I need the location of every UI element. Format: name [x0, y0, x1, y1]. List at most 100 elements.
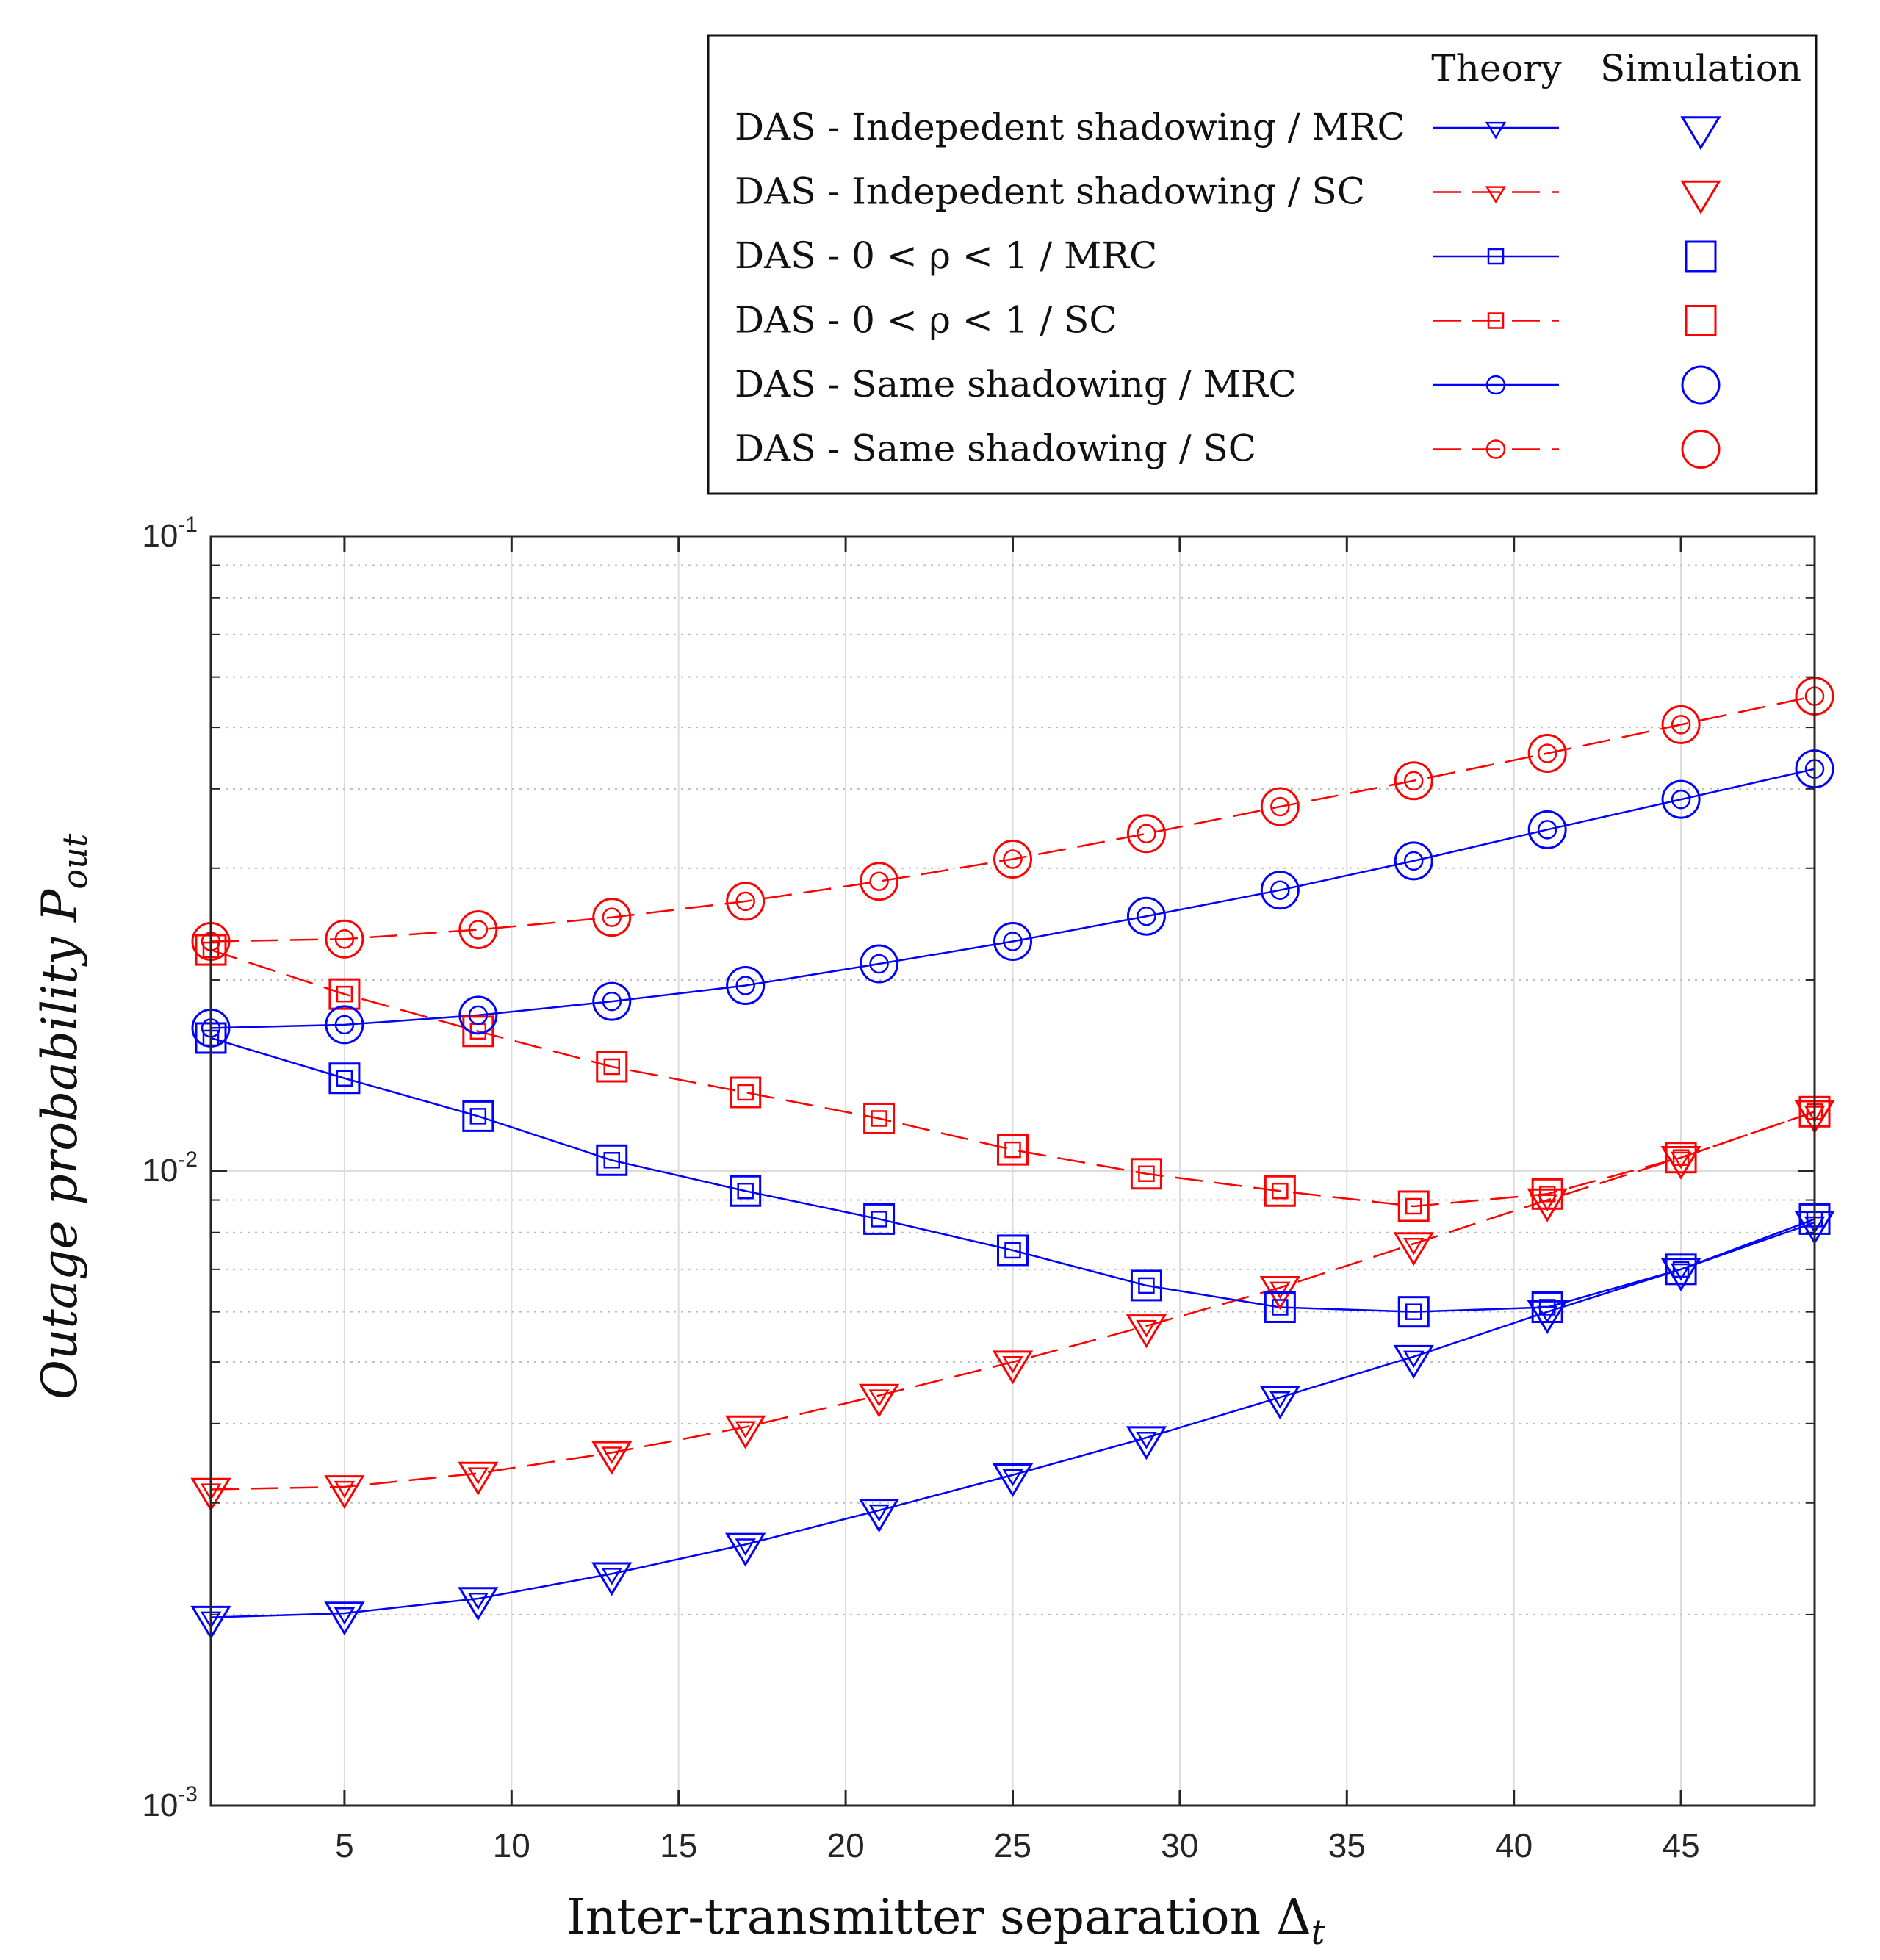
y-tick-exponent: -1 [178, 513, 198, 537]
theory-marker [1537, 743, 1557, 763]
simulation-marker [863, 1102, 896, 1134]
simulation-marker [591, 1562, 633, 1596]
legend-simulation-marker [1681, 365, 1721, 405]
simulation-marker [462, 1015, 494, 1048]
x-tick-label: 5 [335, 1826, 354, 1864]
simulation-marker [992, 1350, 1034, 1385]
y-axis-label-text: Outage probability P [32, 888, 88, 1399]
x-tick-label: 30 [1161, 1826, 1198, 1864]
theory-marker [1004, 1141, 1021, 1159]
theory-marker [1270, 880, 1290, 900]
simulation-marker [324, 1475, 365, 1510]
legend-entries: DAS - Indepedent shadowing / MRC DAS - In… [735, 106, 1721, 470]
simulation-marker [992, 1463, 1034, 1497]
legend-simulation-marker [1680, 180, 1721, 215]
simulation-marker [325, 919, 364, 959]
series-line-5 [210, 695, 1815, 943]
series-line-3 [210, 948, 1815, 1208]
y-tick-label: 10-2 [142, 1147, 198, 1189]
theory-marker [1404, 851, 1424, 871]
simulation-marker [1130, 1269, 1162, 1302]
theory-marker [871, 1110, 887, 1127]
theory-marker [1538, 1299, 1556, 1316]
x-tick-label: 35 [1328, 1826, 1366, 1864]
theory-marker [1538, 1186, 1556, 1203]
theory-marker [1403, 1237, 1425, 1255]
theory-marker [1670, 1151, 1692, 1170]
y-axis-label-subscript: out [55, 833, 95, 889]
theory-marker [869, 954, 889, 974]
simulation-marker [1259, 1386, 1300, 1420]
simulation-marker [328, 1062, 361, 1095]
simulation-marker [993, 921, 1032, 961]
simulation-marker [1394, 761, 1433, 801]
theory-marker [1136, 1431, 1157, 1449]
theory-marker [735, 1421, 756, 1439]
x-axis-label-text: Inter-transmitter separation Δ [566, 1889, 1311, 1945]
simulation-marker [1527, 1188, 1568, 1222]
legend-theory-marker [1487, 312, 1505, 329]
theory-marker [1136, 1319, 1157, 1338]
theory-marker [737, 1182, 754, 1200]
simulation-marker [860, 862, 899, 901]
simulation-marker [1397, 1296, 1430, 1328]
theory-marker [1269, 1391, 1291, 1409]
simulation-marker [1260, 787, 1300, 826]
theory-marker [1003, 849, 1023, 869]
simulation-marker [458, 1461, 499, 1496]
simulation-marker [1531, 1291, 1563, 1323]
simulation-marker [1661, 779, 1701, 819]
series-lines [210, 695, 1815, 1618]
legend-theory-marker [1485, 375, 1506, 395]
theory-marker [871, 1211, 887, 1228]
theory-marker [1270, 796, 1290, 817]
simulation-marker [858, 1383, 900, 1418]
y-tick-exponent: -2 [178, 1147, 198, 1172]
theory-marker [1269, 1281, 1291, 1300]
theory-marker [602, 991, 622, 1012]
x-tick-label: 20 [827, 1826, 865, 1864]
y-tick-label: 10-1 [142, 513, 198, 554]
theory-marker [1670, 1263, 1692, 1281]
legend-simulation-marker [1685, 305, 1717, 336]
x-tick-label: 15 [660, 1826, 697, 1864]
theory-marker [468, 1005, 489, 1026]
y-axis-label: Outage probability Pout [32, 833, 95, 1399]
theory-marker [1137, 824, 1156, 844]
x-tick-label: 25 [994, 1826, 1031, 1864]
simulation-marker [1660, 1145, 1701, 1180]
simulation-marker [1660, 1258, 1701, 1292]
simulation-marker [1527, 733, 1567, 773]
theory-marker [336, 1070, 353, 1087]
theory-marker [334, 1607, 356, 1625]
theory-marker [336, 985, 353, 1003]
simulation-marker [997, 1134, 1029, 1166]
series-line-0 [210, 1221, 1815, 1618]
theory-marker [1138, 1277, 1155, 1294]
simulation-marker [1130, 1158, 1162, 1190]
y-tick-base: 10 [142, 518, 178, 554]
simulation-marker [1661, 705, 1701, 744]
legend-label: DAS - 0 < ρ < 1 / SC [735, 299, 1117, 342]
x-tick-label: 45 [1662, 1826, 1699, 1864]
legend-box [707, 34, 1818, 495]
theory-marker [467, 1467, 489, 1485]
simulation-marker [858, 1499, 900, 1533]
simulation-marker [458, 995, 498, 1035]
simulation-marker [860, 944, 899, 984]
legend-label: DAS - Same shadowing / MRC [735, 363, 1297, 406]
simulation-marker [1126, 814, 1166, 854]
theory-marker [1272, 1182, 1289, 1200]
theory-marker [1671, 789, 1691, 810]
simulation-marker [993, 839, 1032, 879]
legend-label: DAS - Indepedent shadowing / SC [735, 170, 1365, 213]
simulation-marker [726, 965, 766, 1005]
theory-marker [1403, 1350, 1425, 1369]
simulation-marker [863, 1203, 896, 1235]
theory-marker [868, 1389, 890, 1408]
theory-marker [1272, 1299, 1289, 1316]
theory-marker [735, 1538, 756, 1556]
simulation-marker [324, 1601, 365, 1636]
theory-marker [1004, 1242, 1021, 1259]
theory-marker [1672, 1261, 1690, 1278]
